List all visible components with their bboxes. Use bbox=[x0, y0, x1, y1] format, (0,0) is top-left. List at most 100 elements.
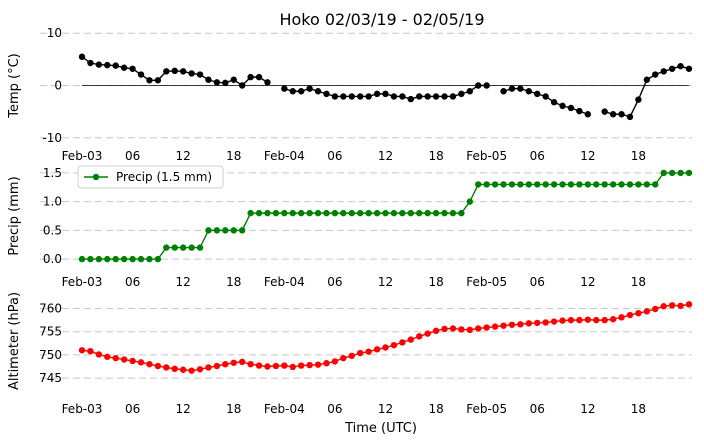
data-point bbox=[188, 367, 195, 374]
x-tick-label: 12 bbox=[580, 402, 595, 416]
x-tick-label: 06 bbox=[327, 402, 342, 416]
data-point bbox=[331, 358, 339, 365]
data-point bbox=[323, 209, 330, 217]
x-tick-label: 06 bbox=[125, 275, 140, 289]
data-point bbox=[424, 209, 431, 217]
data-point bbox=[179, 244, 187, 251]
data-point bbox=[120, 64, 128, 71]
data-point bbox=[104, 353, 111, 360]
data-point bbox=[357, 349, 364, 357]
y-tick-label: 750 bbox=[39, 348, 62, 362]
data-point bbox=[382, 344, 389, 351]
data-point bbox=[534, 90, 541, 98]
data-point bbox=[542, 319, 549, 326]
data-point bbox=[500, 322, 507, 329]
x-tick-label: Feb-04 bbox=[264, 275, 305, 289]
data-point bbox=[491, 323, 499, 330]
data-point bbox=[500, 181, 507, 188]
y-tick-label: 0 bbox=[54, 79, 62, 93]
x-tick-label: 18 bbox=[226, 275, 241, 289]
data-point bbox=[382, 90, 389, 98]
data-point bbox=[87, 255, 94, 263]
data-point bbox=[314, 88, 322, 95]
data-point bbox=[297, 209, 305, 217]
data-point bbox=[78, 53, 86, 60]
data-point bbox=[660, 169, 667, 177]
data-point bbox=[163, 68, 170, 75]
x-tick-label: 18 bbox=[226, 149, 241, 163]
x-tick-label: 18 bbox=[631, 402, 646, 416]
data-point bbox=[609, 316, 617, 323]
y-tick-label: -10 bbox=[42, 131, 62, 145]
data-point bbox=[314, 361, 322, 368]
data-point bbox=[129, 65, 136, 72]
y-tick-label: 755 bbox=[39, 325, 62, 339]
data-point bbox=[416, 333, 423, 340]
data-point bbox=[626, 181, 634, 188]
data-point bbox=[331, 93, 339, 100]
x-tick-label: 06 bbox=[125, 402, 140, 416]
x-tick-label: 12 bbox=[580, 275, 595, 289]
data-point bbox=[154, 77, 162, 84]
data-point bbox=[171, 67, 178, 75]
data-point bbox=[205, 227, 212, 234]
data-point bbox=[264, 209, 271, 217]
y-tick-label: 10 bbox=[47, 26, 62, 40]
data-point bbox=[120, 255, 128, 263]
data-point bbox=[534, 319, 541, 327]
x-tick-label: 12 bbox=[176, 149, 191, 163]
legend-box bbox=[77, 165, 224, 189]
data-point bbox=[441, 93, 448, 100]
data-point bbox=[104, 255, 111, 263]
data-point bbox=[416, 209, 423, 217]
data-point bbox=[550, 99, 558, 106]
data-point bbox=[146, 360, 153, 368]
x-tick-label: Feb-05 bbox=[466, 402, 507, 416]
y-axis-label: Temp (°C) bbox=[7, 53, 22, 119]
data-point bbox=[247, 360, 254, 368]
data-point bbox=[677, 62, 684, 70]
x-tick-label: 12 bbox=[176, 275, 191, 289]
data-point bbox=[373, 346, 381, 353]
data-point bbox=[205, 364, 212, 371]
data-point bbox=[146, 255, 153, 263]
data-point bbox=[550, 318, 558, 325]
x-tick-label: 12 bbox=[378, 402, 393, 416]
data-point bbox=[449, 93, 457, 100]
data-point bbox=[432, 327, 440, 334]
data-point bbox=[146, 77, 153, 84]
x-tick-label: 18 bbox=[631, 275, 646, 289]
data-point bbox=[593, 316, 600, 324]
data-point bbox=[500, 88, 507, 95]
data-point bbox=[348, 352, 355, 360]
x-tick-label: 12 bbox=[176, 402, 191, 416]
x-tick-label: 06 bbox=[530, 275, 545, 289]
data-point bbox=[517, 321, 524, 328]
data-point bbox=[171, 244, 178, 251]
data-point bbox=[78, 347, 86, 354]
data-point bbox=[635, 181, 642, 188]
x-tick-label: 18 bbox=[428, 149, 443, 163]
data-point bbox=[534, 181, 541, 188]
data-point bbox=[129, 357, 136, 365]
data-point bbox=[196, 366, 204, 373]
data-point bbox=[264, 79, 271, 86]
data-point bbox=[382, 209, 389, 217]
series-line bbox=[81, 303, 690, 372]
data-point bbox=[95, 61, 103, 68]
data-point bbox=[120, 356, 128, 363]
data-point bbox=[660, 303, 667, 310]
data-point bbox=[331, 209, 339, 217]
data-point bbox=[196, 244, 204, 251]
x-tick-label: Feb-04 bbox=[264, 149, 305, 163]
data-point bbox=[483, 82, 490, 89]
data-point bbox=[668, 65, 676, 72]
data-point bbox=[466, 88, 474, 95]
data-point bbox=[163, 244, 170, 251]
data-point bbox=[289, 363, 296, 371]
data-point bbox=[365, 348, 372, 355]
y-tick-label: 1.0 bbox=[43, 195, 62, 209]
x-tick-label: Feb-03 bbox=[62, 275, 103, 289]
data-point bbox=[213, 227, 221, 234]
x-tick-label: 18 bbox=[226, 402, 241, 416]
